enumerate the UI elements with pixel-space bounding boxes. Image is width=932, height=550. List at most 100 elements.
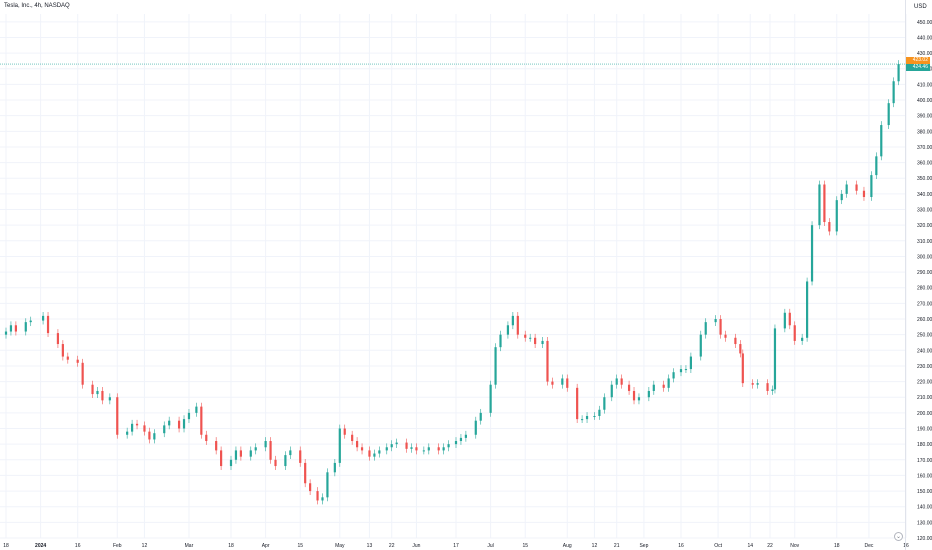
y-tick-label: 270.00	[917, 301, 932, 307]
y-tick-label: 170.00	[917, 458, 932, 464]
candle-body	[309, 483, 312, 492]
candle-body	[390, 444, 393, 448]
candle-body	[897, 64, 900, 82]
candle-body	[254, 447, 257, 451]
candle-body	[840, 193, 843, 201]
y-tick-label: 250.00	[917, 333, 932, 339]
candle-body	[620, 378, 623, 385]
candle-body	[637, 397, 641, 401]
candle-body	[875, 156, 878, 176]
candle-body	[845, 184, 848, 194]
x-tick-label: 21	[614, 543, 620, 549]
candle-body	[741, 353, 744, 384]
candle-body	[234, 450, 238, 460]
candle-body	[321, 497, 324, 501]
candle-body	[9, 325, 13, 332]
candle-body	[274, 459, 277, 467]
candle-body	[805, 281, 809, 338]
price-tag-upper: 423.02	[906, 57, 930, 65]
candle-body	[108, 397, 111, 401]
candle-body	[870, 175, 873, 198]
candle-body	[76, 359, 79, 363]
candle-body	[220, 450, 223, 467]
y-tick-label: 160.00	[917, 473, 932, 479]
candle-body	[672, 372, 675, 379]
x-tick-label: Feb	[113, 543, 122, 549]
candle-body	[61, 344, 64, 357]
candle-body	[143, 425, 146, 432]
candle-body	[454, 441, 458, 445]
candle-body	[610, 384, 613, 398]
candle-body	[734, 337, 737, 345]
candle-body	[163, 425, 166, 434]
candle-body	[684, 369, 688, 371]
x-tick-label: 16	[678, 543, 684, 549]
candle-body	[771, 389, 774, 391]
x-tick-label: Dec	[864, 543, 873, 549]
chevron-down-circle-icon[interactable]: ⌄	[894, 532, 903, 541]
y-tick-label: 190.00	[917, 427, 932, 433]
x-tick-label: 15	[297, 543, 303, 549]
x-tick-label: Jul	[487, 543, 493, 549]
y-tick-label: 360.00	[917, 161, 932, 167]
y-tick-label: 410.00	[917, 82, 932, 88]
y-tick-label: 370.00	[917, 145, 932, 151]
candle-body	[499, 334, 502, 348]
candle-body	[593, 415, 596, 417]
candle-body	[699, 334, 702, 357]
x-tick-label: Sep	[639, 543, 648, 549]
candle-body	[351, 434, 354, 442]
candle-body	[168, 420, 171, 426]
candle-body	[892, 81, 895, 104]
candle-body	[756, 383, 759, 385]
x-tick-label: 17	[453, 543, 459, 549]
y-tick-label: 240.00	[917, 348, 932, 354]
x-tick-label: 16	[903, 543, 909, 549]
candle-body	[724, 334, 727, 338]
candle-body	[427, 447, 430, 451]
x-tick-label: 13	[367, 543, 373, 549]
y-tick-label: 320.00	[917, 223, 932, 229]
candle-body	[580, 419, 584, 421]
candle-body	[116, 397, 119, 435]
candle-body	[415, 447, 418, 451]
candle-body	[304, 462, 307, 484]
candle-body	[719, 319, 722, 335]
candle-body	[506, 325, 510, 335]
y-tick-label: 310.00	[917, 239, 932, 245]
x-tick-label: 22	[767, 543, 773, 549]
candle-body	[130, 423, 134, 432]
candle-body	[459, 437, 463, 442]
candle-body	[91, 384, 94, 395]
candle-body	[269, 441, 272, 460]
x-tick-label: Mar	[185, 543, 194, 549]
x-tick-label: 22	[389, 543, 395, 549]
y-tick-label: 340.00	[917, 192, 932, 198]
candle-body	[4, 331, 8, 335]
candle-body	[810, 225, 814, 282]
candle-body	[153, 433, 156, 440]
x-tick-label: 18	[834, 543, 840, 549]
price-tag-lower: 424.46	[906, 64, 930, 72]
candle-body	[81, 362, 84, 385]
candle-body	[229, 459, 233, 467]
candle-body	[662, 384, 665, 388]
candle-body	[788, 312, 791, 326]
candle-body	[101, 390, 104, 401]
candle-body	[561, 378, 564, 385]
candle-body	[689, 356, 692, 370]
candle-body	[818, 184, 821, 226]
candle-body	[652, 384, 655, 391]
candle-body	[326, 472, 329, 498]
candle-body	[489, 384, 492, 413]
x-tick-label: 2024	[35, 543, 46, 549]
candle-body	[66, 356, 69, 360]
x-tick-label: May	[335, 543, 345, 549]
candle-body	[835, 200, 838, 232]
candle-body	[529, 337, 532, 339]
candle-body	[679, 369, 683, 373]
y-tick-label: 450.00	[917, 20, 932, 26]
candle-body	[378, 450, 381, 454]
candle-body	[187, 412, 191, 420]
